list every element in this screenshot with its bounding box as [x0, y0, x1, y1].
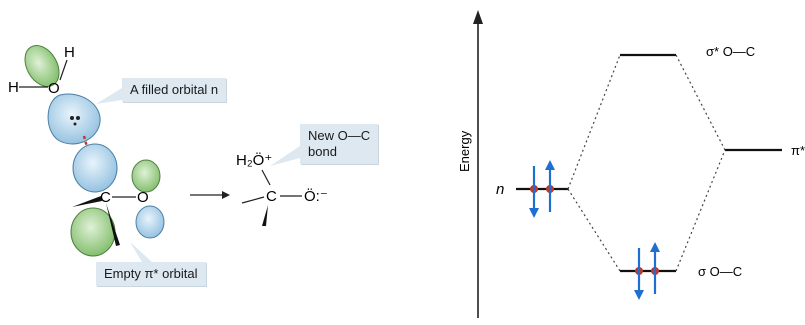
water-lobe-blue [47, 93, 101, 145]
sigma-star-label: σ* O—C [706, 44, 755, 59]
oxygen-lobe-green-top [131, 159, 161, 193]
oh-bond [59, 59, 68, 81]
product-methyl-bond [241, 196, 265, 204]
lone-pair-dot [73, 122, 77, 126]
product-oxygen: Ö:⁻ [304, 187, 328, 205]
wedge-bond [72, 196, 102, 207]
lone-pair-dot [76, 116, 80, 120]
spin-down-arrowhead [634, 290, 644, 300]
dotted-sigma-star-to-pi-star [675, 54, 726, 151]
water-lobe-green [24, 45, 60, 87]
energy-diagram: Energy n σ* O—C π* σ O—C [460, 10, 805, 318]
n-level-label: n [496, 181, 504, 198]
energy-axis-arrowhead [473, 10, 483, 24]
mechanism-diagram: H H O C O H₂Ö⁺ C Ö:⁻ [8, 44, 328, 262]
product-carbon: C [266, 188, 277, 205]
callout-pointer [96, 88, 122, 104]
carbonyl-carbon: C [100, 189, 111, 206]
wedge-bond [106, 203, 120, 246]
dotted-n-to-sigma-star [567, 54, 621, 190]
dotted-n-to-sigma [567, 188, 621, 272]
reaction-arrowhead [222, 191, 230, 199]
carbon-lobe-green-bottom [70, 207, 116, 257]
dotted-sigma-to-pi-star [675, 149, 726, 272]
product-bond [261, 169, 271, 186]
lone-pair-dot [70, 116, 74, 120]
empty-orbital-callout: Empty π* orbital [96, 262, 206, 286]
carbon-lobe-blue-top [72, 143, 118, 193]
spin-up-arrowhead [545, 160, 555, 170]
product-wedge-bond [262, 205, 268, 226]
callout-pointer [130, 242, 152, 262]
spin-up-arrowhead [650, 242, 660, 252]
correlation-lines [567, 54, 726, 272]
product-h2o: H₂Ö⁺ [236, 151, 272, 169]
callout-pointer [270, 146, 300, 166]
sigma-label: σ O—C [698, 264, 742, 279]
water-oxygen: O [48, 80, 60, 97]
spin-down-arrowhead [529, 208, 539, 218]
water-h-left: H [8, 79, 19, 96]
filled-orbital-callout: A filled orbital n [122, 78, 227, 102]
oxygen-lobe-blue-bottom [135, 205, 165, 239]
energy-axis-label: Energy [460, 130, 472, 172]
carbonyl-oxygen: O [137, 189, 149, 206]
new-bond-callout: New O—C bond [300, 124, 379, 164]
water-h-top: H [64, 44, 75, 61]
pi-star-label: π* [791, 143, 805, 158]
